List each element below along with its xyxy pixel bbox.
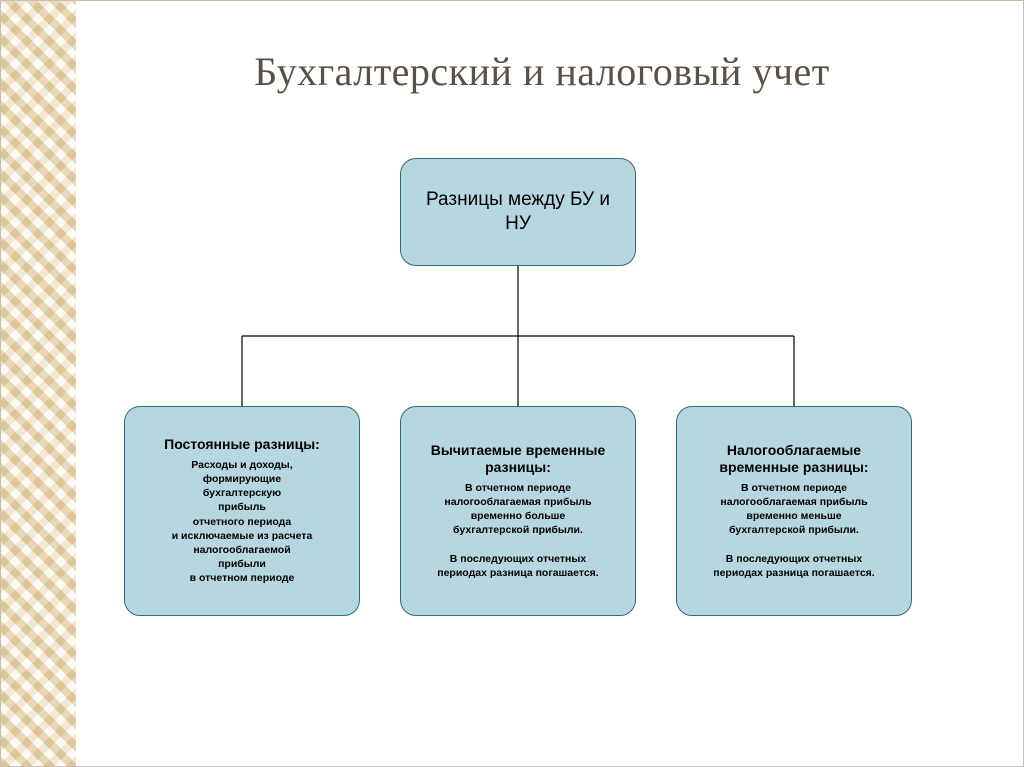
slide-title: Бухгалтерский и налоговый учет (90, 48, 994, 95)
diagram-canvas: Разницы между БУ и НУ Постоянные разницы… (100, 150, 980, 710)
tree-child-title: Постоянные разницы: (164, 436, 320, 454)
tree-child-body: Расходы и доходы, формирующие бухгалтерс… (172, 458, 313, 586)
tree-child-node: Налогооблагаемые временные разницы: В от… (676, 406, 912, 616)
tree-child-title: Налогооблагаемые временные разницы: (689, 442, 899, 477)
tree-child-title: Вычитаемые временные разницы: (413, 442, 623, 477)
tree-root-label: Разницы между БУ и НУ (413, 188, 623, 236)
tree-root-node: Разницы между БУ и НУ (400, 158, 636, 266)
tree-child-node: Вычитаемые временные разницы: В отчетном… (400, 406, 636, 616)
tree-child-node: Постоянные разницы: Расходы и доходы, фо… (124, 406, 360, 616)
tree-child-body: В отчетном периоде налогооблагаемая приб… (713, 481, 874, 580)
tree-child-body: В отчетном периоде налогооблагаемая приб… (437, 481, 598, 580)
